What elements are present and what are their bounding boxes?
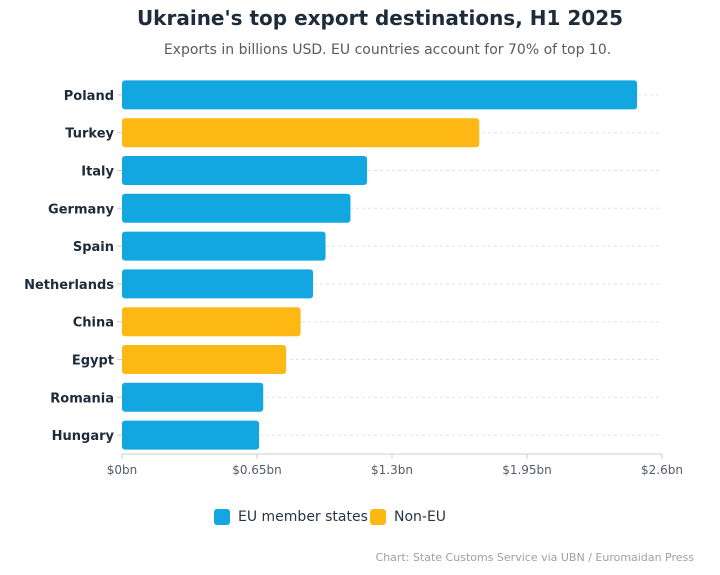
bar-netherlands	[122, 269, 314, 299]
bar-romania	[122, 382, 264, 412]
bar-hungary	[122, 420, 260, 450]
bar-poland	[122, 80, 638, 110]
bar-germany	[122, 193, 351, 223]
legend-swatch-eu	[214, 509, 230, 525]
legend-label-eu: EU member states	[238, 509, 368, 525]
bar-china	[122, 307, 301, 337]
chart-subtitle: Exports in billions USD. EU countries ac…	[163, 42, 612, 58]
x-tick-label: $1.3bn	[371, 463, 413, 477]
y-tick-label: Germany	[48, 202, 114, 217]
source-note: Chart: State Customs Service via UBN / E…	[375, 551, 694, 564]
bar-turkey	[122, 118, 480, 148]
x-tick-label: $0bn	[107, 463, 138, 477]
legend-item-non-eu[interactable]: Non-EU	[370, 509, 446, 525]
bar-spain	[122, 231, 326, 261]
y-tick-label: Egypt	[72, 354, 114, 369]
legend-swatch-non-eu	[370, 509, 386, 525]
y-tick-label: Turkey	[65, 127, 114, 142]
y-tick-label: Italy	[81, 165, 114, 180]
chart-title: Ukraine's top export destinations, H1 20…	[136, 6, 624, 30]
y-tick-label: Romania	[50, 391, 114, 406]
y-tick-label: China	[73, 316, 114, 331]
bar-egypt	[122, 345, 287, 374]
y-tick-label: Spain	[73, 240, 114, 255]
legend-item-eu[interactable]: EU member states	[214, 509, 368, 525]
y-tick-label: Netherlands	[24, 278, 114, 293]
bar-italy	[122, 156, 368, 185]
x-tick-label: $2.6bn	[641, 463, 683, 477]
x-tick-label: $1.95bn	[502, 463, 552, 477]
legend-label-non-eu: Non-EU	[394, 509, 447, 525]
x-tick-label: $0.65bn	[232, 463, 282, 477]
y-tick-label: Hungary	[52, 429, 115, 444]
y-tick-label: Poland	[64, 89, 114, 104]
